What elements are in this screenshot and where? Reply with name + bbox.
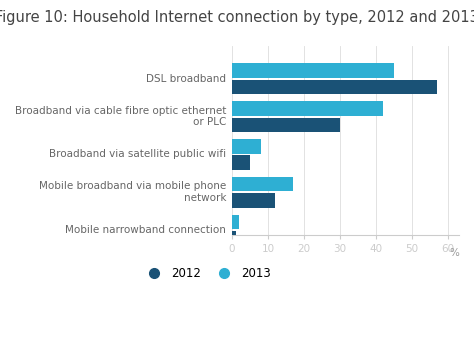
Text: Figure 10: Household Internet connection by type, 2012 and 2013: Figure 10: Household Internet connection… (0, 10, 474, 25)
Bar (232, 155, 250, 170)
Legend: 2012, 2013: 2012, 2013 (143, 267, 271, 280)
Bar (232, 177, 293, 191)
Bar (232, 215, 239, 229)
Bar (232, 80, 438, 94)
Bar (232, 118, 340, 132)
Text: %: % (449, 248, 459, 258)
Bar (232, 101, 383, 116)
Bar (232, 193, 275, 207)
Bar (232, 231, 236, 245)
Bar (232, 139, 261, 154)
Bar (232, 63, 394, 78)
